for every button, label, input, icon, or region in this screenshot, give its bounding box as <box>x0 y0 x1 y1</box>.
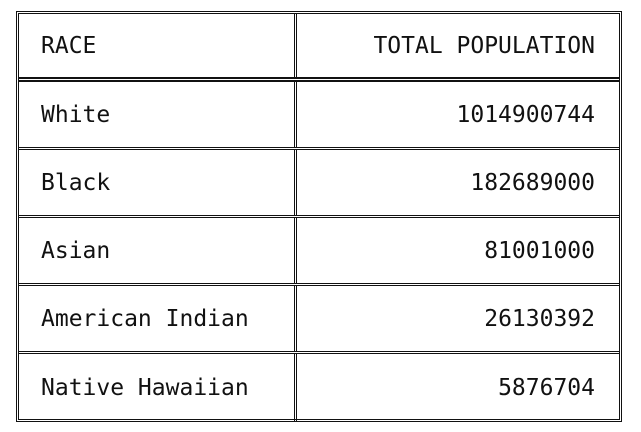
table-header-row: RACE TOTAL POPULATION <box>19 14 619 82</box>
total-population-cell: 1014900744 <box>456 101 595 128</box>
total-population-cell: 182689000 <box>470 169 595 196</box>
column-header-race: RACE <box>19 14 297 77</box>
table-row: Native Hawaiian 5876704 <box>19 354 619 422</box>
table-row: White 1014900744 <box>19 82 619 150</box>
race-cell: White <box>19 82 297 147</box>
race-cell: Native Hawaiian <box>19 354 297 422</box>
column-header-total-population: TOTAL POPULATION <box>373 32 595 59</box>
total-population-cell: 81001000 <box>484 237 595 264</box>
table-row: Asian 81001000 <box>19 218 619 286</box>
race-cell: Black <box>19 150 297 215</box>
table-row: American Indian 26130392 <box>19 286 619 354</box>
total-population-cell: 5876704 <box>498 375 595 401</box>
total-population-cell: 26130392 <box>484 305 595 332</box>
race-cell: Asian <box>19 218 297 283</box>
race-cell: American Indian <box>19 286 297 351</box>
population-table: RACE TOTAL POPULATION White 1014900744 B… <box>16 11 622 422</box>
table-row: Black 182689000 <box>19 150 619 218</box>
